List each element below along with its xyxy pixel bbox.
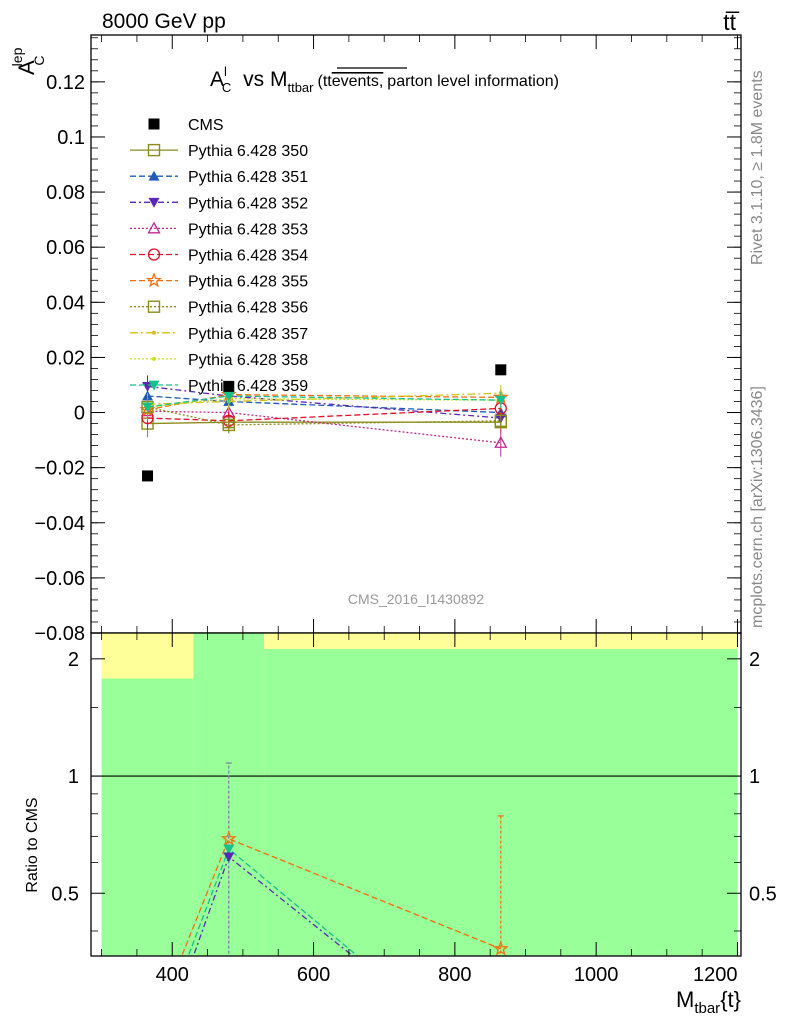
- legend-marker-6: [147, 300, 161, 313]
- ratio-ylabel: Ratio to CMS: [24, 797, 41, 892]
- plot-title: Al C vs Mttbar (ttevents, parton level info…: [210, 64, 559, 95]
- ratio-ytick-label: 2: [68, 649, 79, 671]
- legend-marker-4: [147, 248, 161, 261]
- legend-marker-3: [147, 221, 161, 234]
- mcplots-reference-label: mcplots.cern.ch [arXiv:1306.3436]: [749, 386, 766, 628]
- series-9-point: [142, 402, 154, 413]
- legend-marker-9: [148, 380, 160, 391]
- legend-label-5: Pythia 6.428 355: [188, 274, 308, 291]
- main-plot-frame: −0.08 −0.06 −0.04 −0.02 0 0.02 0.04 0.06 0.08 0.1…: [34, 34, 742, 645]
- legend-label-6: Pythia 6.428 356: [188, 300, 308, 317]
- series-line-6: [147, 406, 501, 426]
- legend-label-1: Pythia 6.428 351: [188, 169, 308, 186]
- legend-marker-1: [148, 170, 160, 181]
- main-plot-area: [139, 364, 509, 482]
- main-ylabel: Alep C: [9, 47, 47, 75]
- legend-marker-2: [148, 197, 160, 208]
- ratio-plot-area: [91, 633, 741, 956]
- ratio-ytick-label-right: 2: [749, 649, 760, 671]
- ratio-frame-border: [90, 632, 742, 957]
- header-process-label: tt̅: [723, 9, 739, 35]
- main-ytick-label: −0.02: [34, 458, 85, 480]
- main-ytick-label: 0.02: [46, 347, 85, 369]
- legend-marker-7: [152, 330, 156, 335]
- rivet-version-label: Rivet 3.1.10, ≥ 1.8M events: [749, 70, 766, 265]
- ratio-ytick-label: 1: [68, 766, 79, 788]
- ratio-plot-frame: 0.5 0.5 1 1 2 2 400 600 800 1000 1200: [51, 632, 777, 986]
- ratio-xlabel: Mtbar{t}: [676, 987, 741, 1017]
- legend-label-9: Pythia 6.428 359: [188, 378, 308, 395]
- legend-marker-5: [146, 272, 162, 288]
- series-6-point: [494, 414, 507, 428]
- main-ytick-label: 0.04: [46, 292, 85, 314]
- analysis-id-watermark: CMS_2016_I1430892: [348, 591, 484, 607]
- legend-marker-8: [152, 356, 156, 361]
- legend-label-4: Pythia 6.428 354: [188, 248, 308, 265]
- main-ytick-label: −0.04: [34, 513, 85, 535]
- legend-cms-label: CMS: [188, 117, 224, 134]
- ratio-series-2-point: [223, 852, 235, 863]
- legend: CMS Pythia 6.428 350 Pythia 6.428 351 Pythi…: [130, 117, 308, 395]
- legend-label-2: Pythia 6.428 352: [188, 195, 308, 212]
- legend-label-3: Pythia 6.428 353: [188, 221, 308, 238]
- series-line-4: [147, 407, 501, 422]
- series-3-point: [494, 436, 508, 448]
- ratio-series-0-point: [492, 940, 509, 956]
- main-ytick-label: 0.1: [57, 127, 85, 149]
- legend-label-0: Pythia 6.428 350: [188, 143, 308, 160]
- series-9-point: [223, 391, 235, 402]
- main-ytick-label: 0: [74, 403, 85, 425]
- ratio-xtick-label: 800: [438, 964, 471, 986]
- ratio-ytick-label-right: 1: [749, 766, 760, 788]
- cms-data-point: [223, 380, 235, 392]
- ratio-series-1-point: [223, 844, 235, 855]
- legend-label-8: Pythia 6.428 358: [188, 352, 308, 369]
- series-6-point: [222, 418, 235, 432]
- ratio-series-0-point: [220, 830, 237, 846]
- ratio-ytick-label-right: 0.5: [749, 883, 777, 905]
- ratio-xtick-label: 1200: [693, 964, 738, 986]
- legend-label-7: Pythia 6.428 357: [188, 326, 308, 343]
- ratio-clipped-group: [91, 633, 741, 956]
- ratio-xtick-label: 1000: [574, 964, 619, 986]
- legend-marker-0: [147, 143, 161, 157]
- cms-data-point: [495, 364, 507, 376]
- main-ytick-label: −0.08: [34, 623, 85, 645]
- ratio-xtick-label: 600: [297, 964, 330, 986]
- series-9-point: [495, 395, 507, 406]
- main-ytick-label: 0.06: [46, 237, 85, 259]
- cms-data-point: [142, 470, 154, 482]
- legend-cms-marker: [148, 118, 160, 130]
- ratio-series-line-0: [181, 837, 502, 956]
- main-ytick-label: −0.06: [34, 568, 85, 590]
- main-ytick-label: 0.08: [46, 182, 85, 204]
- uncertainty-band-green: [101, 678, 194, 956]
- header-energy-label: 8000 GeV pp: [102, 10, 226, 33]
- ratio-xtick-label: 400: [156, 964, 189, 986]
- main-ytick-label: 0.12: [46, 72, 85, 94]
- uncertainty-band-green: [264, 648, 738, 956]
- ratio-ytick-label: 0.5: [51, 883, 79, 905]
